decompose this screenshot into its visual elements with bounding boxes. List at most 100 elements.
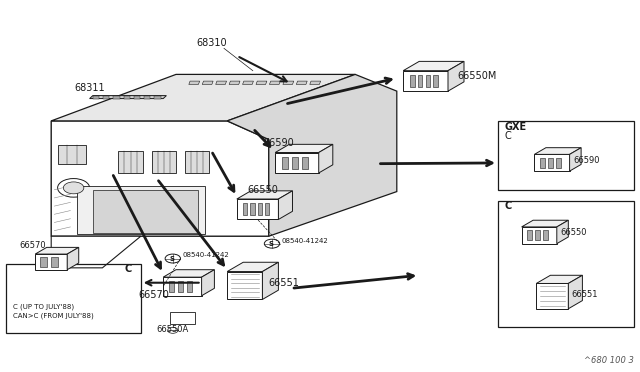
Polygon shape bbox=[51, 121, 269, 236]
Polygon shape bbox=[216, 81, 227, 84]
Text: C: C bbox=[504, 201, 511, 211]
Polygon shape bbox=[163, 277, 202, 296]
Polygon shape bbox=[93, 96, 99, 99]
Bar bbox=[527, 230, 532, 240]
Polygon shape bbox=[51, 74, 355, 121]
Text: GXE: GXE bbox=[504, 122, 527, 132]
Polygon shape bbox=[296, 81, 307, 84]
Text: C (UP TO JULY'88): C (UP TO JULY'88) bbox=[13, 304, 74, 310]
Polygon shape bbox=[534, 148, 581, 154]
Polygon shape bbox=[113, 96, 120, 99]
Polygon shape bbox=[278, 191, 292, 219]
Bar bbox=[51, 257, 58, 267]
Circle shape bbox=[165, 254, 180, 263]
Polygon shape bbox=[202, 270, 214, 296]
Polygon shape bbox=[275, 144, 333, 153]
Bar bbox=[265, 203, 269, 215]
Bar bbox=[185, 151, 209, 173]
Text: 66550: 66550 bbox=[247, 185, 278, 195]
Polygon shape bbox=[67, 247, 79, 270]
Polygon shape bbox=[163, 270, 214, 277]
Bar bbox=[292, 157, 298, 169]
Polygon shape bbox=[35, 247, 79, 254]
Polygon shape bbox=[403, 61, 464, 71]
Bar bbox=[418, 75, 422, 87]
Polygon shape bbox=[534, 154, 570, 171]
Bar bbox=[543, 230, 548, 240]
Text: 68311: 68311 bbox=[74, 83, 105, 93]
Polygon shape bbox=[283, 81, 294, 84]
Circle shape bbox=[264, 239, 280, 248]
Bar bbox=[410, 75, 415, 87]
Text: 66570: 66570 bbox=[19, 241, 46, 250]
Bar bbox=[498, 201, 634, 327]
Polygon shape bbox=[93, 190, 198, 232]
Polygon shape bbox=[269, 81, 280, 84]
Bar bbox=[6, 264, 141, 333]
Text: 66550M: 66550M bbox=[458, 71, 497, 81]
Bar bbox=[257, 203, 262, 215]
Polygon shape bbox=[134, 96, 140, 99]
Text: S: S bbox=[169, 256, 174, 262]
Text: C: C bbox=[125, 264, 132, 274]
Polygon shape bbox=[262, 262, 278, 299]
Bar bbox=[556, 158, 561, 168]
Polygon shape bbox=[570, 148, 581, 171]
Polygon shape bbox=[275, 153, 319, 173]
Circle shape bbox=[58, 179, 90, 197]
Text: 66550: 66550 bbox=[560, 228, 586, 237]
Polygon shape bbox=[154, 96, 161, 99]
Polygon shape bbox=[144, 96, 150, 99]
Polygon shape bbox=[237, 199, 278, 219]
Polygon shape bbox=[189, 81, 200, 84]
Polygon shape bbox=[256, 81, 267, 84]
Polygon shape bbox=[77, 186, 205, 234]
Bar bbox=[170, 312, 195, 324]
Text: 66590: 66590 bbox=[573, 156, 600, 165]
Text: ^680 100 3: ^680 100 3 bbox=[584, 356, 634, 365]
Text: 66551: 66551 bbox=[571, 290, 597, 299]
Bar bbox=[58, 145, 86, 164]
Polygon shape bbox=[536, 283, 568, 309]
Text: 66551: 66551 bbox=[269, 278, 300, 288]
Polygon shape bbox=[522, 227, 557, 244]
Polygon shape bbox=[103, 96, 109, 99]
Text: S: S bbox=[268, 241, 273, 247]
Polygon shape bbox=[35, 254, 67, 270]
Text: 66570: 66570 bbox=[138, 290, 169, 300]
Polygon shape bbox=[202, 81, 213, 84]
Bar bbox=[282, 157, 288, 169]
Bar bbox=[433, 75, 438, 87]
Text: C: C bbox=[504, 131, 511, 141]
Bar bbox=[535, 230, 540, 240]
Bar bbox=[426, 75, 430, 87]
Polygon shape bbox=[403, 71, 448, 91]
Polygon shape bbox=[227, 74, 397, 236]
Polygon shape bbox=[229, 81, 240, 84]
Text: 68310: 68310 bbox=[196, 38, 227, 48]
Text: 08540-41242: 08540-41242 bbox=[282, 238, 328, 244]
Polygon shape bbox=[557, 220, 568, 244]
Bar bbox=[302, 157, 308, 169]
Text: 08540-41242: 08540-41242 bbox=[182, 253, 229, 259]
Bar bbox=[152, 151, 176, 173]
Circle shape bbox=[63, 182, 84, 194]
Polygon shape bbox=[90, 96, 166, 99]
Bar bbox=[243, 203, 248, 215]
Polygon shape bbox=[243, 81, 253, 84]
Bar bbox=[187, 281, 192, 292]
Polygon shape bbox=[227, 272, 262, 299]
Polygon shape bbox=[237, 191, 292, 199]
Polygon shape bbox=[568, 275, 582, 309]
Polygon shape bbox=[536, 275, 582, 283]
Polygon shape bbox=[227, 262, 278, 272]
Bar bbox=[250, 203, 255, 215]
Polygon shape bbox=[310, 81, 321, 84]
Bar bbox=[118, 151, 143, 173]
Text: CAN>C (FROM JULY'88): CAN>C (FROM JULY'88) bbox=[13, 312, 93, 319]
Circle shape bbox=[168, 327, 178, 333]
Bar bbox=[178, 281, 183, 292]
Bar bbox=[40, 257, 47, 267]
Polygon shape bbox=[319, 144, 333, 173]
Polygon shape bbox=[51, 236, 141, 268]
